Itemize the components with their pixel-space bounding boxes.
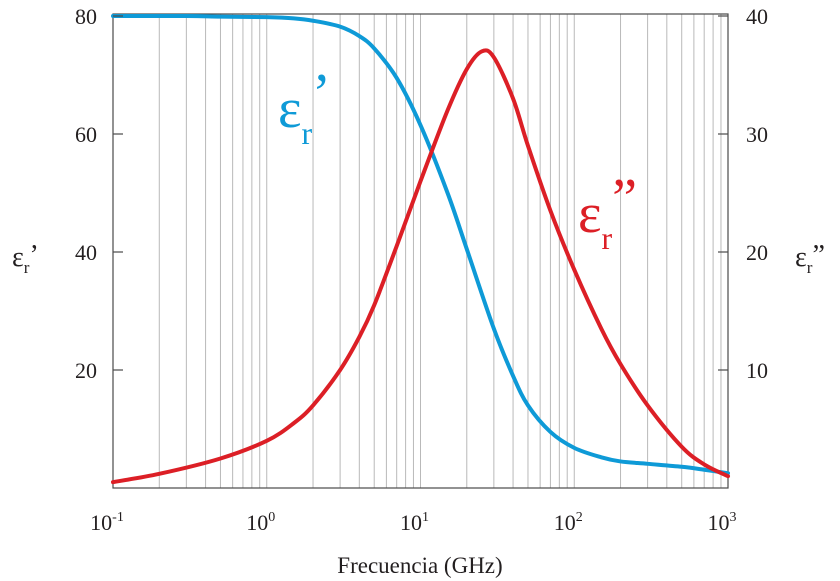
series-label-eps-imag-prime: ” <box>612 168 637 230</box>
x-tick-exponent: 2 <box>576 510 583 525</box>
series-line-eps-real <box>111 13 730 476</box>
x-tick-label: 100 <box>246 510 275 535</box>
series-line-eps-imag <box>111 48 730 485</box>
series-label-eps-real: εr’ <box>278 63 331 151</box>
series-label-eps-real-subscript: r <box>302 115 313 151</box>
left-y-tick-label: 40 <box>75 240 97 265</box>
right-y-axis-title-symbol: ε <box>795 242 807 273</box>
left-y-axis-title: εr’ <box>12 240 39 277</box>
x-axis-title: Frecuencia (GHz) <box>337 553 502 578</box>
series-label-eps-real-symbol: ε <box>278 78 302 140</box>
x-tick-base: 10 <box>708 510 730 535</box>
right-y-axis-title-prime: ” <box>812 240 824 271</box>
left-y-tick-label: 60 <box>75 122 97 147</box>
left-y-axis-title-subscript: r <box>24 258 30 277</box>
left-y-axis-title-symbol: ε <box>12 242 24 273</box>
left-y-tick-label: 20 <box>75 358 97 383</box>
x-tick-label: 101 <box>400 510 429 535</box>
x-tick-exponent: 3 <box>730 510 737 525</box>
left-y-tick-label: 80 <box>75 4 97 29</box>
left-y-axis-title-prime: ’ <box>29 240 38 271</box>
series-label-eps-imag-subscript: r <box>602 220 613 256</box>
x-tick-exponent: -1 <box>112 510 124 525</box>
right-y-axis-title-subscript: r <box>807 258 813 277</box>
x-tick-label: 103 <box>708 510 737 535</box>
grid-lines <box>112 14 722 488</box>
curves <box>111 13 730 485</box>
x-axis: 10-1 100 101 102 103 <box>90 510 736 535</box>
series-label-eps-imag: εr” <box>578 168 637 256</box>
x-tick-base: 10 <box>246 510 268 535</box>
right-y-tick-label: 20 <box>746 240 768 265</box>
x-tick-exponent: 1 <box>422 510 429 525</box>
x-tick-base: 10 <box>90 510 112 535</box>
x-tick-base: 10 <box>400 510 422 535</box>
x-tick-exponent: 0 <box>268 510 275 525</box>
left-y-axis: 20 40 60 80 <box>75 4 123 383</box>
x-tick-label: 102 <box>554 510 583 535</box>
right-y-tick-label: 40 <box>746 4 768 29</box>
right-y-axis: 10 20 30 40 <box>718 4 768 383</box>
plot-frame <box>112 13 729 489</box>
series-label-eps-real-prime: ’ <box>312 63 331 125</box>
x-tick-base: 10 <box>554 510 576 535</box>
series-label-eps-imag-symbol: ε <box>578 183 602 245</box>
right-y-tick-label: 10 <box>746 358 768 383</box>
x-tick-label: 10-1 <box>90 510 124 535</box>
right-y-axis-title: εr” <box>795 240 825 277</box>
right-y-tick-label: 30 <box>746 122 768 147</box>
